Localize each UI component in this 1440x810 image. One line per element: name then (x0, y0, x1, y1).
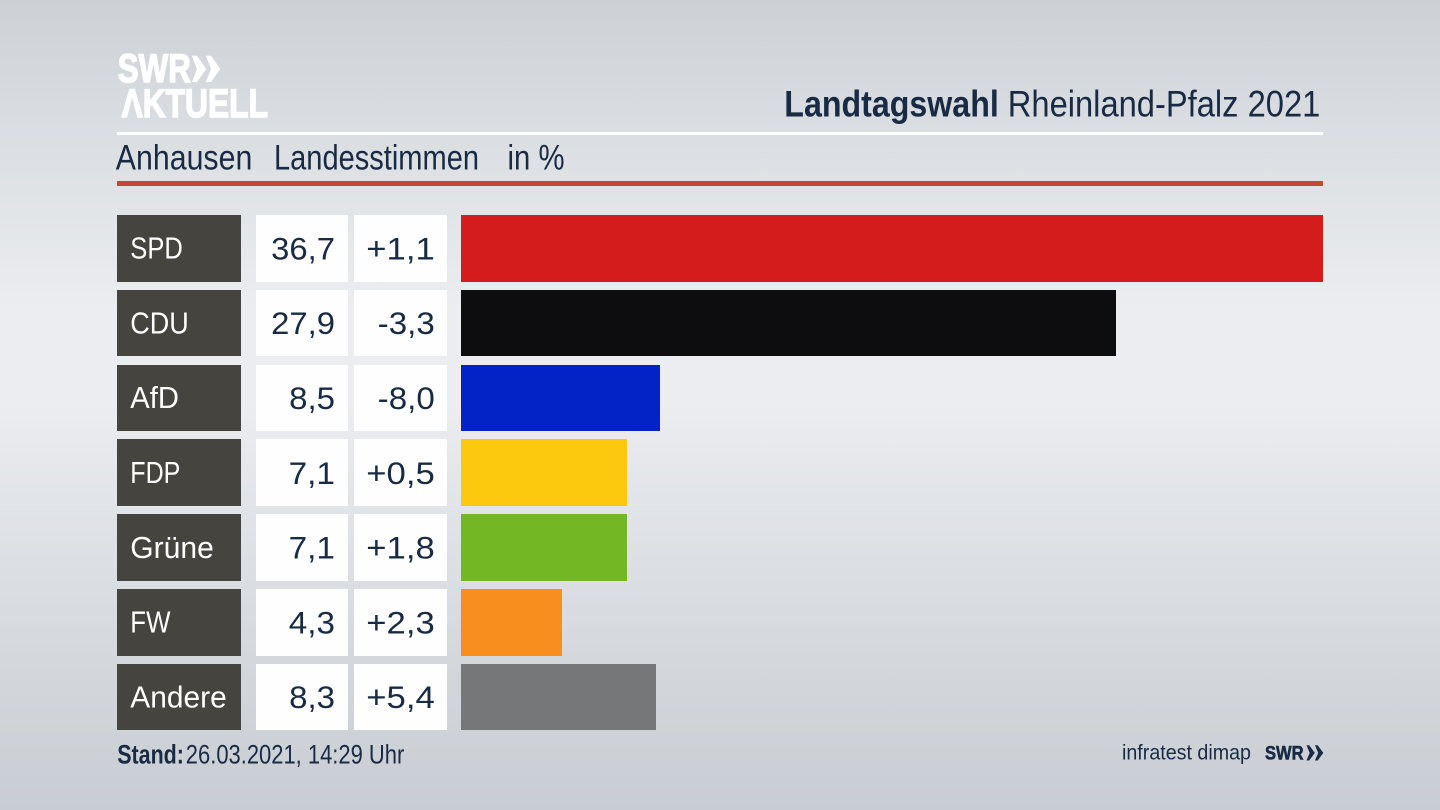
svg-text:+5,4: +5,4 (366, 679, 435, 715)
svg-text:Landesstimmen: Landesstimmen (274, 137, 479, 177)
svg-text:4,3: 4,3 (289, 604, 335, 640)
svg-text:Landtagswahl: Landtagswahl (784, 84, 999, 125)
svg-text:SWR: SWR (118, 47, 191, 91)
svg-text:Stand:: Stand: (117, 740, 184, 770)
svg-text:infratest dimap: infratest dimap (1122, 739, 1251, 764)
svg-text:7,1: 7,1 (289, 455, 335, 491)
svg-text:Grüne: Grüne (130, 531, 214, 565)
svg-text:AfD: AfD (130, 381, 179, 415)
svg-text:+1,1: +1,1 (366, 230, 435, 266)
svg-text:CDU: CDU (130, 306, 189, 340)
svg-text:+2,3: +2,3 (366, 604, 435, 640)
svg-text:in %: in % (508, 137, 565, 177)
svg-text:+1,8: +1,8 (366, 530, 435, 566)
svg-text:27,9: 27,9 (271, 305, 335, 341)
svg-text:8,5: 8,5 (289, 380, 335, 416)
svg-text:FDP: FDP (130, 456, 180, 490)
svg-text:+0,5: +0,5 (366, 455, 435, 491)
svg-text:-8,0: -8,0 (378, 380, 435, 416)
svg-text:Anhausen: Anhausen (116, 137, 253, 177)
svg-text:Andere: Andere (130, 680, 227, 714)
svg-text:-3,3: -3,3 (378, 305, 435, 341)
svg-text:SPD: SPD (130, 232, 183, 266)
svg-text:ΛKTUELL: ΛKTUELL (122, 82, 269, 126)
svg-text:FW: FW (130, 606, 170, 640)
svg-text:Rheinland-Pfalz 2021: Rheinland-Pfalz 2021 (1008, 84, 1321, 125)
svg-text:36,7: 36,7 (271, 230, 335, 266)
svg-text:26.03.2021, 14:29 Uhr: 26.03.2021, 14:29 Uhr (186, 739, 404, 769)
svg-text:7,1: 7,1 (289, 530, 335, 566)
svg-text:8,3: 8,3 (289, 679, 335, 715)
svg-text:SWR: SWR (1265, 743, 1304, 765)
